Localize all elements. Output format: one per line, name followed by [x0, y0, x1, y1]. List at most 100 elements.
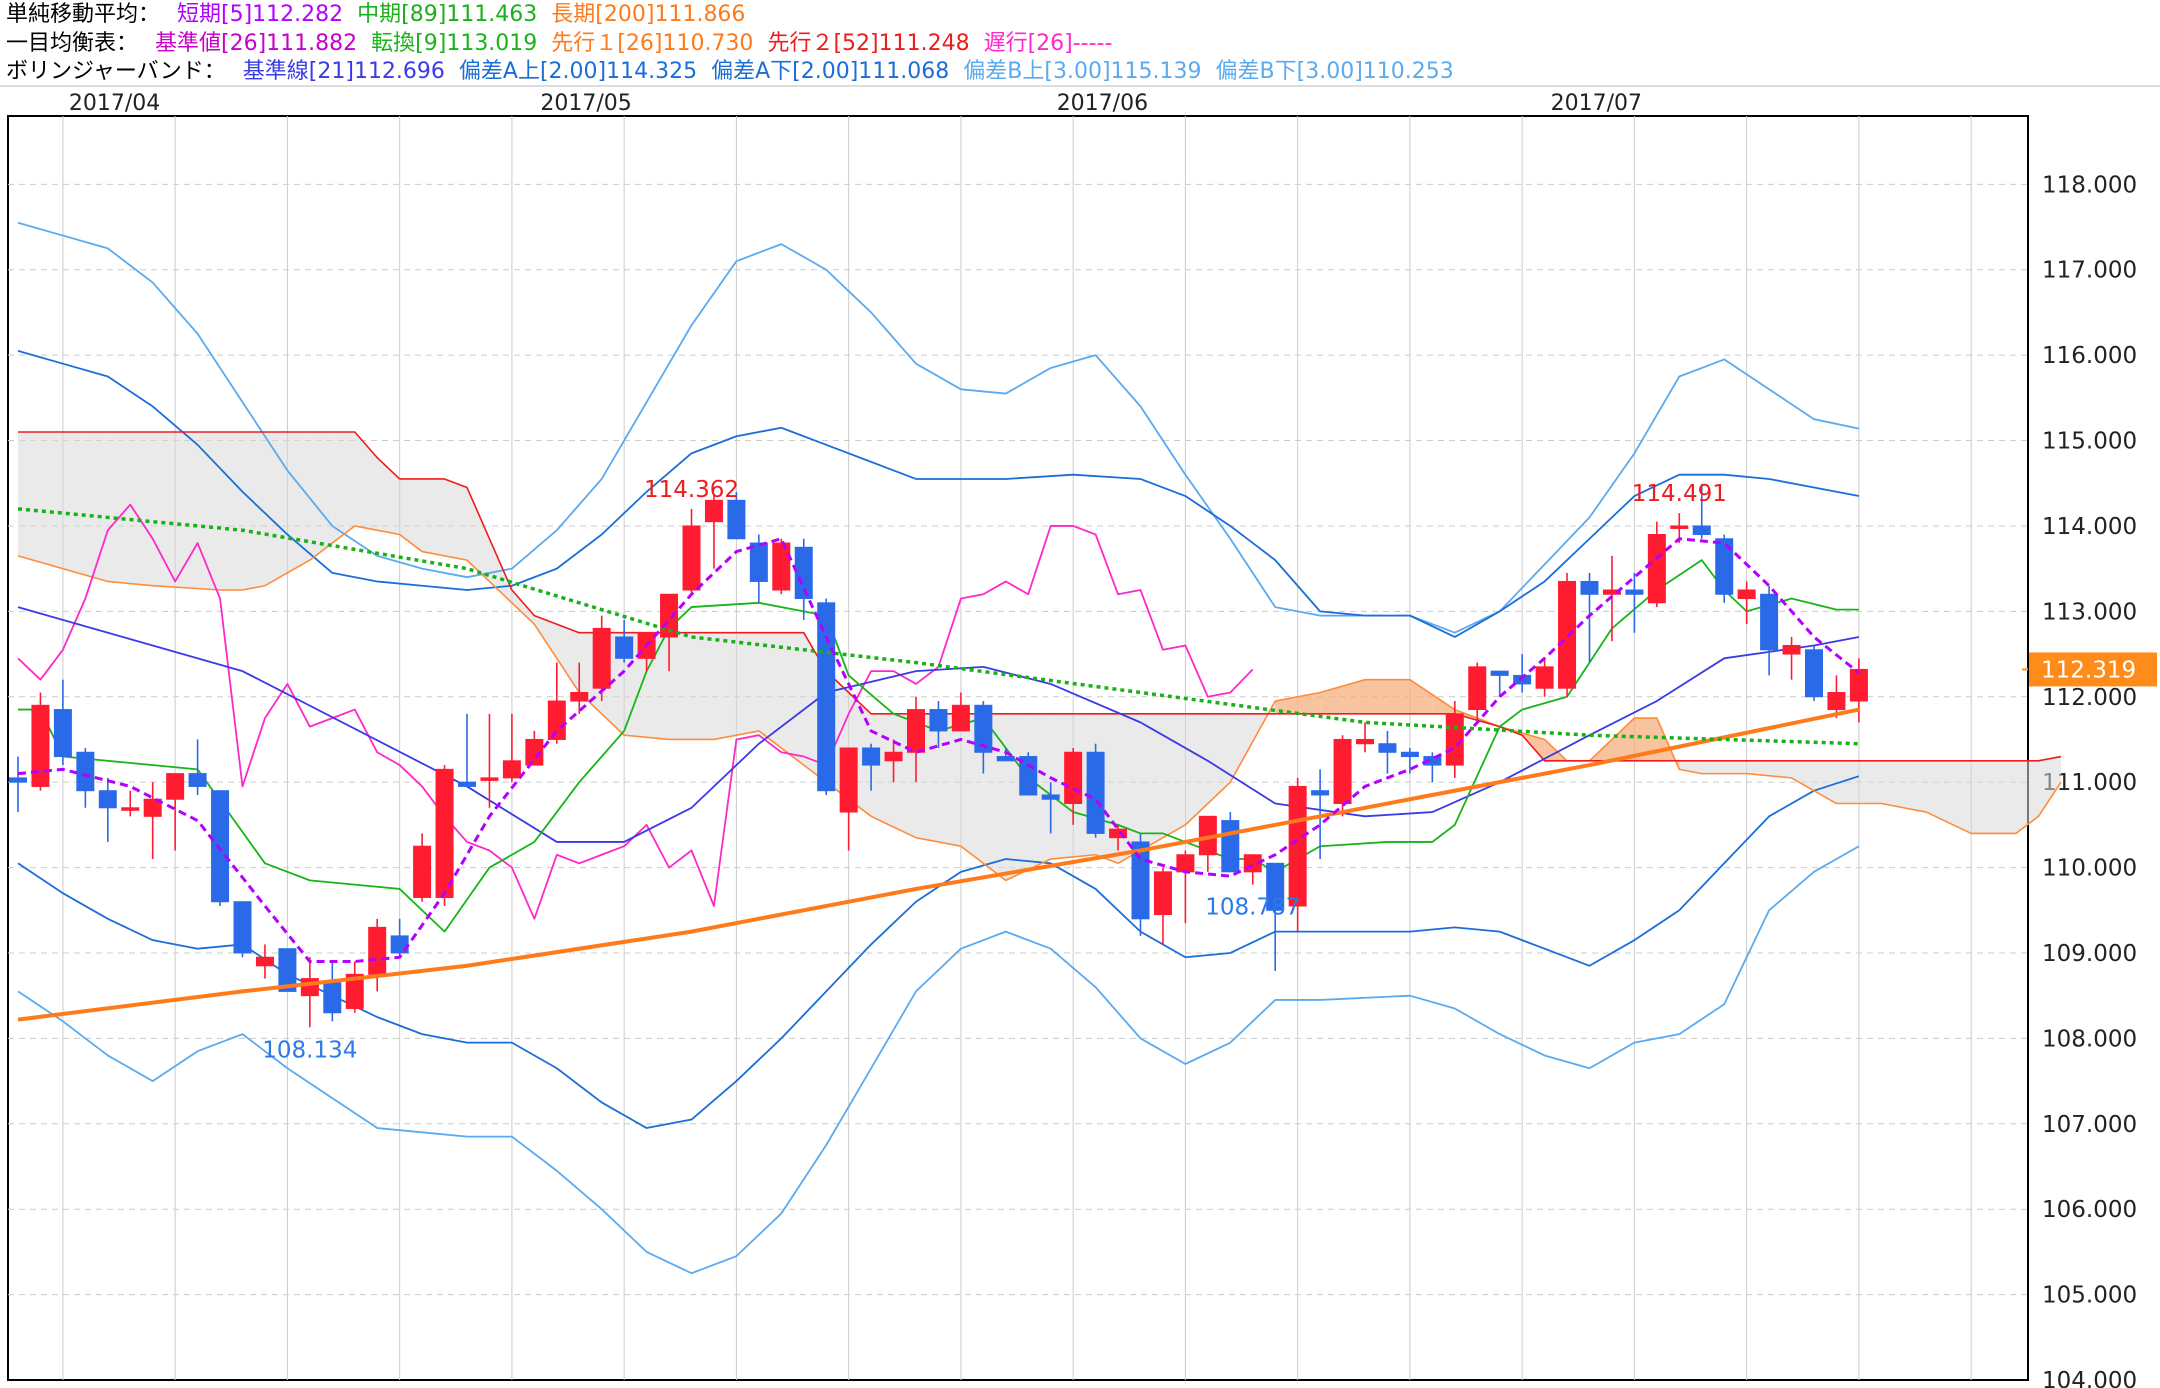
candle-body	[278, 948, 297, 992]
series-bb_a_upper	[17, 349, 1860, 638]
cloud-segment	[1028, 713, 1051, 870]
candle-body	[1670, 525, 1689, 529]
cloud-segment	[556, 624, 580, 693]
series-senkou1	[17, 525, 2062, 882]
y-tick-label: 107.000	[2042, 1112, 2137, 1138]
cloud-segment	[1769, 760, 1792, 778]
candle-body	[480, 777, 499, 781]
y-tick-label: 112.000	[2042, 685, 2137, 711]
legend-row-ichimoku: 一目均衡表： 基準値[26]111.882 転換[9]113.019 先行１[26]…	[6, 29, 1126, 59]
series-bb_b_upper	[17, 221, 1860, 634]
candle-body	[1782, 645, 1801, 655]
candle-body	[1400, 751, 1419, 758]
candle-body	[727, 499, 746, 540]
cloud-segment	[1050, 713, 1074, 860]
cloud-segment	[713, 632, 737, 740]
candle-body	[345, 973, 364, 1009]
candle-body	[233, 901, 252, 954]
cloud-segment	[1387, 679, 1410, 714]
cloud-segment	[1342, 679, 1365, 714]
candle-body	[121, 807, 140, 811]
legend-sma-item: 短期[5]112.282	[177, 2, 344, 27]
candle-body	[1849, 668, 1868, 702]
cloud-segment	[1365, 679, 1388, 714]
candle-body	[1086, 751, 1105, 834]
series-sma_short	[17, 537, 1860, 964]
candle-body	[749, 542, 768, 582]
candle-body	[570, 691, 589, 702]
legend-bollinger-item: 偏差B上[3.00]115.139	[963, 59, 1202, 84]
cloud-segment	[1858, 760, 1882, 804]
ichimoku-cloud	[18, 432, 2061, 881]
y-tick-label: 106.000	[2042, 1197, 2137, 1223]
y-tick-label: 110.000	[2042, 856, 2137, 882]
candle-body	[1423, 756, 1442, 766]
cloud-segment	[1926, 760, 1949, 823]
legend-sma-item: 長期[200]111.866	[551, 2, 746, 27]
candle-body	[974, 704, 993, 753]
cloud-segment	[242, 432, 265, 590]
cloud-segment	[1230, 713, 1253, 783]
candle-body	[1692, 525, 1711, 535]
candle-body	[1356, 738, 1374, 745]
cloud-segment	[85, 432, 108, 582]
cloud-segment	[130, 432, 153, 586]
extreme-annotation: 114.491	[1632, 481, 1727, 507]
cloud-segment	[1993, 760, 2017, 834]
cloud-segment	[264, 432, 288, 586]
candle-body	[1445, 713, 1464, 766]
candle-body	[817, 602, 836, 792]
candle-body	[1602, 589, 1621, 595]
candle-body	[1311, 790, 1330, 796]
candle-body	[525, 738, 544, 766]
candle-body	[1580, 580, 1599, 595]
legend-ichimoku-head: 一目均衡表：	[6, 31, 139, 56]
candle-body	[1535, 666, 1554, 689]
candle-body	[1737, 589, 1756, 600]
cloud-segment	[669, 632, 692, 740]
cloud-segment	[175, 432, 198, 589]
cloud-segment	[534, 615, 557, 659]
candle-body	[772, 542, 791, 591]
candle-body	[188, 773, 207, 787]
cloud-segment	[1948, 760, 1972, 834]
cloud-segment	[871, 713, 894, 827]
month-label: 2017/05	[540, 91, 631, 116]
candle-body	[1064, 751, 1083, 805]
candle-body	[1625, 589, 1644, 595]
candle-body	[996, 756, 1015, 762]
cloud-segment	[1836, 760, 1859, 804]
cloud-segment	[691, 632, 714, 740]
y-tick-label: 113.000	[2042, 599, 2137, 625]
candle-body	[1333, 738, 1352, 805]
candle-body	[323, 982, 342, 1014]
y-tick-label: 116.000	[2042, 343, 2137, 369]
cloud-segment	[1432, 694, 1455, 714]
candle-body	[1827, 691, 1846, 711]
candle-body	[547, 700, 566, 740]
candle-body	[929, 709, 948, 732]
legend-ichimoku-item: 先行１[26]110.730	[551, 31, 754, 56]
candle-body	[166, 773, 185, 800]
legend-sma-head: 単純移動平均：	[6, 2, 161, 27]
cloud-segment	[1791, 760, 1814, 791]
candle-body	[1041, 794, 1060, 800]
candle-body	[1490, 670, 1509, 676]
cloud-segment	[938, 713, 961, 847]
candle-body	[1805, 649, 1823, 698]
series-sma_mid	[17, 507, 1859, 746]
cloud-segment	[736, 632, 759, 736]
candle-body	[682, 525, 701, 591]
cloud-segment	[332, 432, 355, 544]
cloud-segment	[1185, 713, 1208, 825]
cloud-segment	[1881, 760, 1904, 808]
candle-body	[143, 798, 162, 817]
cloud-segment	[107, 432, 131, 584]
price-tag-label: 112.319	[2041, 657, 2136, 683]
cloud-segment	[758, 632, 782, 748]
cloud-segment	[511, 590, 535, 625]
cloud-segment	[309, 432, 333, 561]
candle-body	[1109, 828, 1128, 839]
cloud-segment	[1409, 679, 1433, 714]
